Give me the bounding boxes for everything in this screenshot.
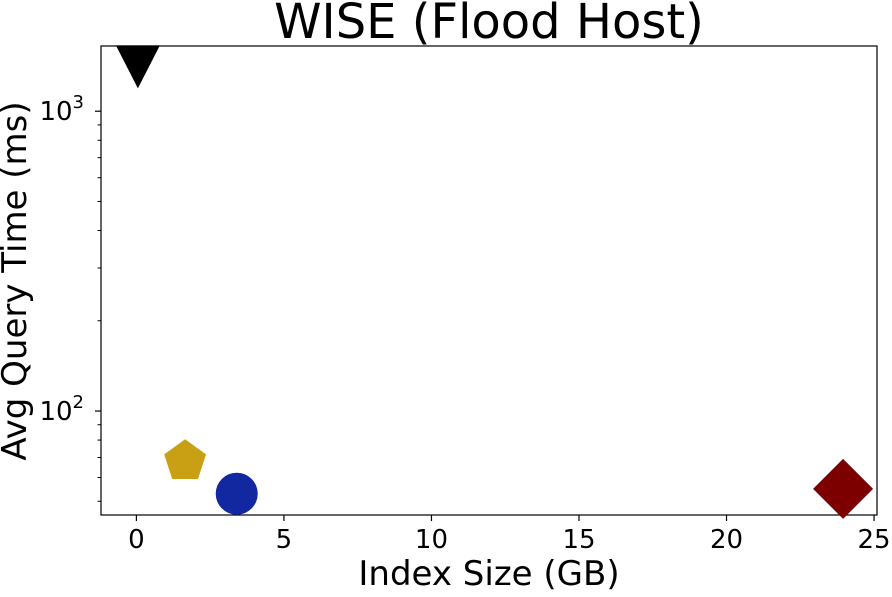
data-point-diamond	[813, 458, 874, 519]
data-point-triangle	[115, 45, 160, 89]
x-axis-label: Index Size (GB)	[358, 554, 619, 592]
x-tick-label: 15	[562, 525, 595, 555]
x-tick-label: 10	[415, 525, 448, 555]
data-points	[115, 45, 874, 519]
data-point-circle	[215, 472, 258, 515]
x-tick-label: 0	[128, 525, 145, 555]
y-tick-label: 102	[39, 392, 84, 427]
y-tick-label: 103	[39, 92, 84, 127]
x-tick-label: 5	[276, 525, 293, 555]
data-point-pentagon	[164, 439, 206, 479]
x-tick-label: 25	[858, 525, 891, 555]
plot-frame	[100, 45, 878, 516]
chart-title: WISE (Flood Host)	[274, 0, 704, 50]
x-tick-label: 20	[710, 525, 743, 555]
axes: 0 5 10 15 20 25 102 103	[39, 45, 891, 555]
y-axis-label: Avg Query Time (ms)	[0, 101, 35, 460]
